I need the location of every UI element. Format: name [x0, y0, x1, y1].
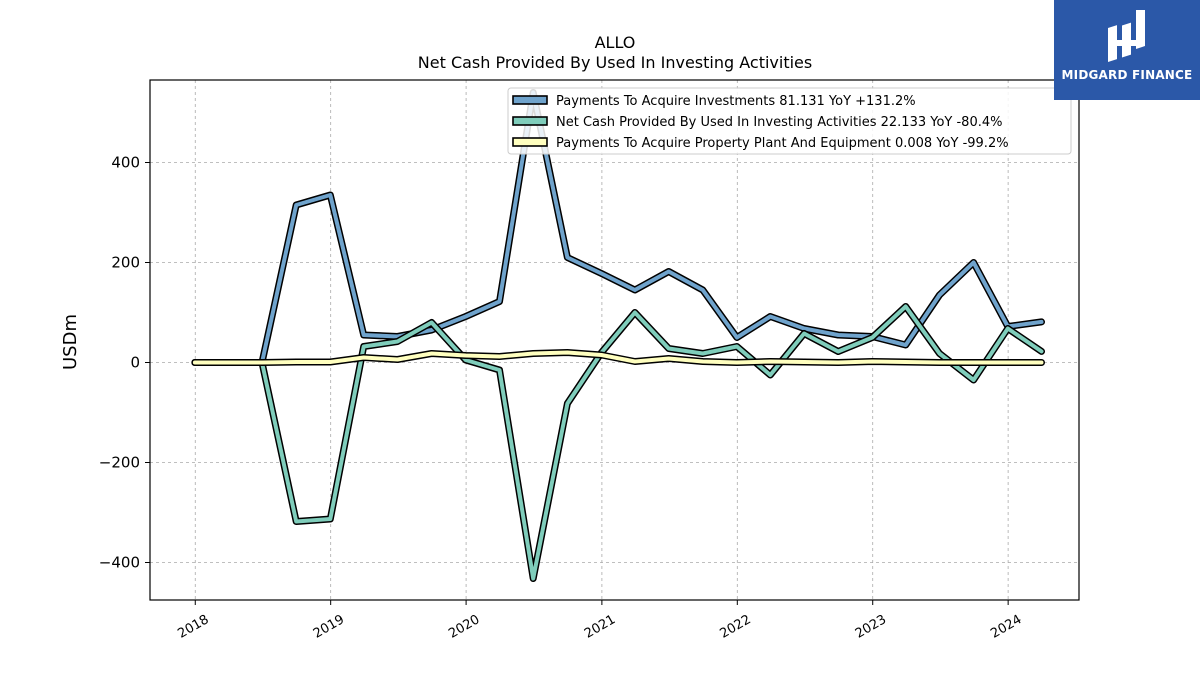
y-axis-label: USDm [60, 314, 81, 370]
midgard-finance-logo: MIDGARD FINANCE [1054, 0, 1200, 100]
x-tick-label: 2021 [582, 612, 618, 642]
x-axis: 2018 2019 2020 2021 2022 2023 2024 [175, 600, 1024, 642]
y-axis: −400 −200 0 200 400 [99, 154, 150, 572]
series-1 [191, 303, 1045, 582]
logo-mark-icon [1108, 10, 1145, 63]
x-tick-label: 2018 [175, 612, 211, 642]
plot-frame [149, 79, 1080, 601]
chart-title: ALLO [595, 33, 636, 52]
series-line [192, 90, 1044, 365]
legend-label: Payments To Acquire Property Plant And E… [556, 136, 1009, 151]
series-lines [191, 89, 1045, 582]
x-tick-label: 2022 [717, 612, 753, 642]
series-0 [191, 89, 1045, 366]
y-tick-label: 0 [130, 354, 140, 372]
logo-text: MIDGARD FINANCE [1061, 68, 1193, 82]
series-line-outline [191, 303, 1045, 582]
legend-swatch [512, 116, 548, 126]
legend-swatch [512, 137, 548, 147]
y-tick-label: 400 [111, 154, 140, 172]
chart-subtitle: Net Cash Provided By Used In Investing A… [418, 53, 812, 72]
series-line [192, 304, 1044, 581]
legend-box [507, 87, 1072, 155]
legend-label: Payments To Acquire Investments 81.131 Y… [556, 94, 916, 109]
series-2 [191, 349, 1045, 366]
x-tick-label: 2023 [853, 612, 889, 642]
legend: Payments To Acquire Investments 81.131 Y… [507, 87, 1072, 155]
y-tick-label: 200 [111, 254, 140, 272]
legend-label: Net Cash Provided By Used In Investing A… [556, 115, 1002, 130]
legend-swatch [512, 95, 548, 105]
y-tick-label: −400 [99, 554, 140, 572]
x-tick-label: 2019 [311, 612, 347, 642]
y-tick-label: −200 [99, 454, 140, 472]
series-line [192, 350, 1044, 365]
x-tick-label: 2024 [988, 612, 1024, 642]
x-tick-label: 2020 [446, 612, 482, 642]
